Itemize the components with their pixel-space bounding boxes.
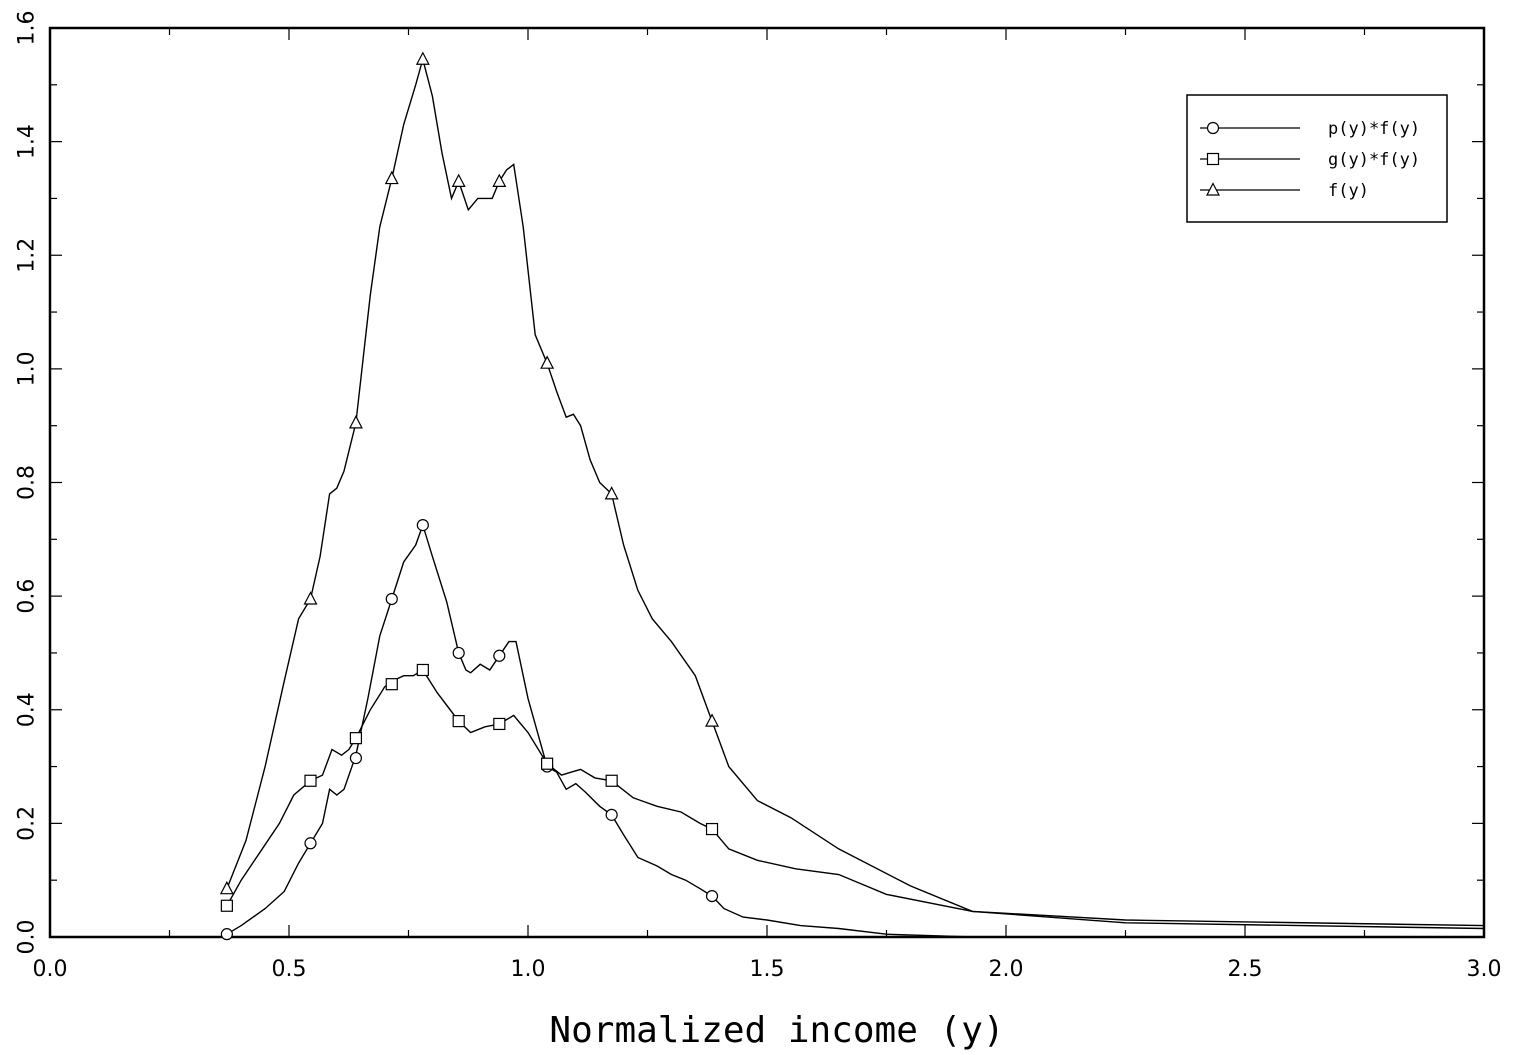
series-line-square (226, 669, 1485, 927)
x-tick-label: 3.0 (1467, 957, 1502, 982)
data-point-square (452, 715, 465, 728)
data-point-triangle (604, 486, 619, 500)
x-axis-title: Normalized income (y) (549, 1010, 1004, 1051)
series-line-triangle (226, 56, 1485, 930)
y-tick-label: 0.0 (15, 920, 40, 955)
data-point-square (605, 774, 618, 787)
data-point-square (220, 899, 233, 912)
y-tick-label: 1.2 (15, 238, 40, 273)
data-point-circle (304, 837, 317, 850)
data-point-triangle (384, 170, 399, 185)
data-point-triangle (219, 880, 234, 895)
data-point-triangle (705, 713, 720, 727)
x-tick-label: 2.0 (989, 957, 1024, 982)
data-point-circle (452, 646, 465, 660)
legend: p(y)*f(y) g(y)*f(y) f(y) (1186, 94, 1448, 223)
data-point-circle (705, 889, 719, 903)
series-line-circle (226, 522, 973, 938)
data-point-circle (605, 808, 618, 821)
y-tick-label: 0.4 (15, 692, 40, 727)
marker-layer (219, 51, 720, 941)
data-point-triangle (492, 173, 507, 187)
y-axis-ticks: 0.0 0.2 0.4 0.6 0.8 1.0 1.2 1.4 1.6 (15, 11, 1484, 955)
legend-label: p(y)*f(y) (1328, 119, 1420, 139)
data-point-circle (220, 928, 233, 941)
data-point-circle (385, 592, 398, 606)
x-axis-ticks: 0.0 0.5 1.0 1.5 2.0 2.5 3.0 (33, 28, 1502, 982)
data-point-triangle (303, 591, 318, 605)
x-tick-label: 1.0 (511, 957, 546, 982)
data-point-triangle (540, 355, 555, 369)
y-tick-label: 0.6 (15, 579, 40, 614)
y-tick-label: 1.6 (15, 11, 40, 46)
y-tick-label: 1.4 (15, 124, 40, 159)
data-point-square (705, 822, 719, 836)
data-point-triangle (348, 415, 363, 429)
data-point-circle (349, 751, 363, 765)
y-tick-label: 0.2 (15, 806, 40, 841)
legend-label: f(y) (1328, 181, 1369, 201)
data-point-square (349, 732, 363, 745)
data-point-square (416, 663, 429, 677)
data-point-circle (416, 519, 429, 532)
x-tick-label: 2.5 (1228, 957, 1263, 982)
data-point-square (493, 717, 506, 731)
data-point-triangle (451, 173, 466, 187)
data-point-triangle (415, 51, 430, 65)
y-tick-label: 1.0 (15, 351, 40, 386)
x-tick-label: 0.0 (33, 957, 68, 982)
data-point-square (541, 757, 554, 770)
y-tick-label: 0.8 (15, 465, 40, 500)
data-point-square (304, 774, 317, 787)
data-point-square (385, 678, 398, 691)
x-tick-label: 0.5 (272, 957, 307, 982)
x-tick-label: 1.5 (750, 957, 785, 982)
legend-label: g(y)*f(y) (1328, 150, 1420, 170)
legend-marker-circle (1206, 121, 1220, 135)
legend-marker-triangle (1206, 182, 1220, 196)
data-point-circle (493, 649, 506, 662)
legend-marker-square (1206, 152, 1220, 166)
